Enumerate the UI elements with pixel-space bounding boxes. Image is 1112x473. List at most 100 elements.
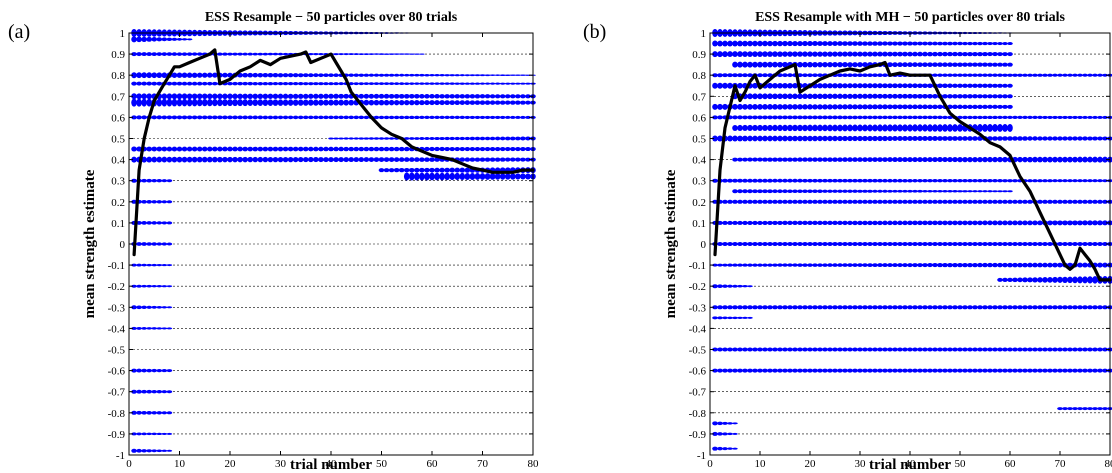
particle-marker	[1037, 305, 1043, 310]
particle-marker	[922, 157, 928, 163]
particle-marker	[772, 157, 778, 162]
particle-marker	[166, 37, 173, 42]
y-tick-label: 0.7	[111, 91, 125, 103]
particle-marker	[827, 199, 833, 204]
particle-marker	[792, 51, 798, 57]
particle-marker	[474, 94, 481, 99]
particle-marker	[131, 36, 137, 43]
particle-marker	[146, 81, 152, 86]
particle-marker	[822, 263, 828, 267]
particle-marker	[1067, 407, 1073, 411]
particle-marker	[1007, 190, 1013, 193]
particle-marker	[897, 62, 903, 68]
y-tick-label: 0.1	[111, 218, 125, 230]
particle-marker	[232, 156, 238, 163]
particle-marker	[797, 178, 803, 183]
particle-marker	[1037, 156, 1043, 163]
particle-marker	[313, 99, 319, 106]
particle-marker	[257, 93, 264, 99]
particle-marker	[1097, 305, 1103, 310]
particle-marker	[1042, 136, 1048, 141]
particle-marker	[997, 199, 1003, 204]
y-axis-label: mean strength estimate	[663, 169, 679, 318]
particle-marker	[937, 178, 943, 183]
particle-marker	[967, 305, 973, 310]
particle-marker	[857, 115, 863, 120]
particle-marker	[181, 72, 188, 78]
particle-marker	[952, 62, 958, 67]
particle-marker	[1032, 156, 1038, 163]
particle-marker	[867, 368, 873, 373]
particle-marker	[434, 146, 440, 152]
particle-marker	[712, 103, 718, 110]
particle-marker	[1067, 136, 1073, 141]
particle-marker	[1037, 73, 1043, 77]
particle-marker	[520, 136, 526, 141]
particle-marker	[1062, 347, 1068, 352]
particle-marker	[847, 115, 853, 120]
particle-marker	[897, 104, 903, 110]
particle-marker	[484, 157, 491, 162]
particle-marker	[393, 93, 400, 99]
particle-marker	[772, 51, 778, 57]
particle-marker	[388, 93, 395, 99]
particle-marker	[1027, 156, 1033, 163]
particle-marker	[832, 189, 838, 193]
particle-marker	[712, 284, 718, 289]
particle-marker	[156, 98, 163, 107]
particle-marker	[378, 53, 385, 55]
particle-marker	[504, 157, 511, 162]
particle-marker	[1082, 305, 1088, 310]
particle-marker	[343, 99, 349, 106]
particle-marker	[1102, 73, 1108, 77]
particle-marker	[499, 74, 506, 76]
particle-marker	[318, 93, 324, 99]
particle-marker	[757, 115, 763, 120]
particle-marker	[247, 93, 253, 100]
particle-marker	[1082, 73, 1088, 77]
particle-marker	[932, 263, 938, 268]
particle-marker	[737, 61, 743, 68]
particle-marker	[494, 136, 501, 141]
particle-marker	[146, 368, 152, 373]
particle-marker	[982, 156, 988, 163]
particle-marker	[992, 199, 998, 204]
chart-panel-b: (b)ESS Resample with MH − 50 particles o…	[583, 10, 1112, 473]
particle-marker	[1102, 262, 1108, 268]
particle-marker	[196, 146, 203, 152]
x-tick-label: 60	[427, 458, 439, 470]
particle-marker	[872, 83, 878, 89]
particle-marker	[847, 263, 853, 267]
particle-marker	[952, 124, 958, 132]
particle-marker	[927, 220, 933, 226]
particle-marker	[328, 115, 334, 120]
particle-marker	[161, 390, 168, 394]
particle-marker	[997, 242, 1003, 246]
particle-marker	[892, 178, 898, 183]
particle-marker	[742, 305, 748, 310]
particle-marker	[252, 93, 259, 99]
particle-marker	[912, 263, 918, 268]
particle-marker	[747, 40, 753, 47]
particle-marker	[772, 347, 778, 352]
particle-marker	[872, 104, 878, 110]
particle-marker	[146, 52, 152, 57]
particle-marker	[952, 157, 958, 163]
particle-marker	[161, 72, 168, 79]
particle-marker	[469, 82, 476, 85]
particle-marker	[942, 124, 948, 132]
x-axis-label: trial number	[290, 457, 372, 473]
particle-marker	[429, 115, 435, 120]
particle-marker	[792, 40, 798, 47]
particle-marker	[937, 104, 943, 110]
particle-marker	[141, 410, 147, 415]
particle-marker	[252, 52, 259, 56]
particle-marker	[323, 146, 329, 152]
particle-marker	[1092, 156, 1098, 163]
particle-marker	[722, 447, 728, 451]
particle-marker	[852, 73, 858, 78]
particle-marker	[892, 368, 898, 373]
particle-marker	[857, 368, 863, 373]
particle-marker	[358, 82, 365, 86]
